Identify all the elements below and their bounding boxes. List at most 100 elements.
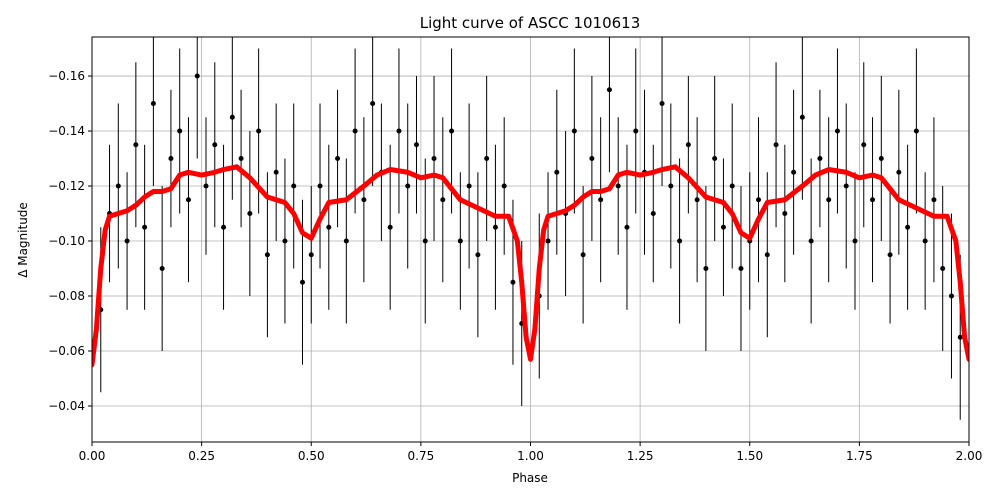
data-point [273,169,279,175]
axes: 0.00 0.25 0.50 0.75 1.00 1.25 1.50 1.75 2.00 −0.1… [48,69,982,463]
data-point [694,197,700,203]
data-point [457,238,463,244]
data-point [229,114,235,120]
data-point [870,197,876,203]
y-tick-label: −0.10 [48,234,85,248]
data-point [913,128,919,134]
data-point [475,252,481,258]
data-point [449,128,455,134]
data-point [580,252,586,258]
data-point [808,238,814,244]
data-point [308,252,314,258]
data-point [738,266,744,272]
data-point [729,183,735,189]
data-point [431,156,437,162]
data-point [133,142,139,148]
data-point [466,183,472,189]
data-point [422,238,428,244]
data-point [756,197,762,203]
data-point [931,197,937,203]
data-point [650,211,656,217]
data-point [545,238,551,244]
data-point [957,334,963,340]
data-point [168,156,174,162]
data-point [185,197,191,203]
data-point [150,101,156,107]
data-point [352,128,358,134]
data-point [896,169,902,175]
x-tick-label: 1.75 [846,449,873,463]
data-point [501,183,507,189]
data-point [773,142,779,148]
data-point [948,293,954,299]
data-point [510,279,516,285]
x-tick-label: 1.25 [627,449,654,463]
y-tick-label: −0.08 [48,289,85,303]
data-point [861,142,867,148]
y-tick-label: −0.14 [48,124,85,138]
data-point [799,114,805,120]
data-point [703,266,709,272]
data-point [782,211,788,217]
data-point [247,211,253,217]
data-point [843,183,849,189]
data-point [238,156,244,162]
x-tick-label: 0.25 [188,449,215,463]
data-point [606,87,612,93]
plot-data [92,37,969,420]
x-tick-label: 0.50 [298,449,325,463]
data-point [817,156,823,162]
data-point [343,238,349,244]
data-point [291,183,297,189]
data-point [177,128,183,134]
x-tick-label: 0.75 [408,449,435,463]
data-point [299,279,305,285]
data-point [370,101,376,107]
data-point [256,128,262,134]
data-point [413,142,419,148]
data-point [887,252,893,258]
data-point [124,238,130,244]
data-point [852,238,858,244]
data-point [159,266,165,272]
data-point [764,252,770,258]
data-point [940,266,946,272]
data-point [203,183,209,189]
chart-title: Light curve of ASCC 1010613 [420,14,641,32]
data-point [221,224,227,230]
data-point [361,197,367,203]
y-tick-label: −0.06 [48,344,85,358]
data-point [387,224,393,230]
data-point [905,224,911,230]
data-point [712,156,718,162]
data-point [624,224,630,230]
data-point [878,156,884,162]
data-point [405,183,411,189]
x-tick-label: 2.00 [956,449,983,463]
y-tick-label: −0.16 [48,69,85,83]
data-point [264,252,270,258]
x-tick-label: 0.00 [79,449,106,463]
data-point [589,156,595,162]
data-point [598,197,604,203]
data-point [396,128,402,134]
data-point [922,238,928,244]
y-tick-label: −0.12 [48,179,85,193]
data-point [484,156,490,162]
data-point [317,183,323,189]
data-point [335,156,341,162]
data-point [212,142,218,148]
data-point [326,224,332,230]
model-curve [92,164,969,368]
data-point [659,101,665,107]
y-tick-label: −0.04 [48,399,85,413]
data-point [554,169,560,175]
data-point [282,238,288,244]
data-point [142,224,148,230]
data-point [685,142,691,148]
data-point [826,197,832,203]
data-point [668,183,674,189]
data-point [194,73,200,79]
